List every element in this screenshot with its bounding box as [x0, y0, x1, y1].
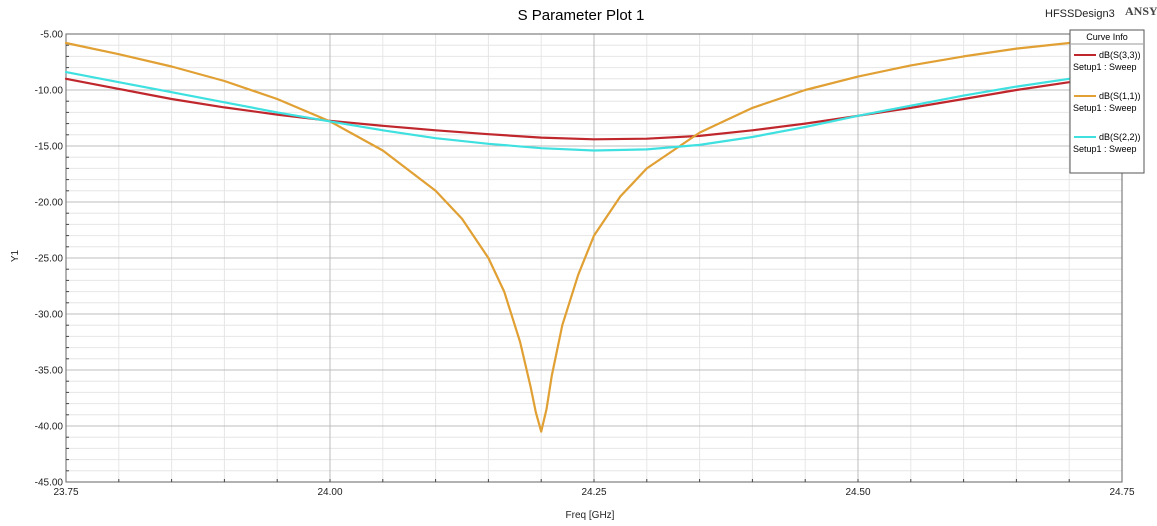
legend-box [1069, 29, 1145, 174]
legend-items: dB(S(3,3)) Setup1 : Sweep dB(S(1,1)) Setup1… [1073, 50, 1141, 154]
series-line-1 [64, 77, 1071, 141]
x-tick-label: 24.75 [1109, 487, 1134, 498]
x-tick-label: 24.50 [845, 487, 870, 498]
axis-ticks [66, 44, 1070, 482]
y-tick-label: -45.00 [35, 478, 64, 489]
legend[interactable]: Curve Info dB(S(3,3))Setup1 : SweepdB(S(… [1069, 29, 1145, 174]
y-tick-label: -10.00 [35, 86, 64, 97]
y-tick-label: -25.00 [35, 254, 64, 265]
y-tick-label: -5.00 [40, 30, 63, 41]
tick-labels: 23.75 24.00 24.25 24.50 24.75 -5.00 -10.00 -15.… [35, 30, 1135, 499]
series-layer [64, 41, 1071, 433]
x-tick-label: 24.00 [317, 487, 342, 498]
y-tick-label: -40.00 [35, 422, 64, 433]
legend-series-setup: Setup1 : Sweep [1073, 62, 1137, 72]
y-tick-label: -15.00 [35, 142, 64, 153]
y-tick-label: -30.00 [35, 310, 64, 321]
series-line-2 [64, 41, 1071, 433]
y-tick-label: -35.00 [35, 366, 64, 377]
legend-title: Curve Info [1086, 32, 1128, 42]
legend-series-name: dB(S(3,3)) [1099, 50, 1141, 60]
y-axis-label: Y1 [10, 249, 21, 262]
legend-series-name: dB(S(2,2)) [1099, 132, 1141, 142]
x-tick-label: 24.25 [581, 487, 606, 498]
design-name: HFSSDesign3 [1045, 8, 1115, 20]
legend-series-name: dB(S(1,1)) [1099, 91, 1141, 101]
ansys-logo: ANSYS [1125, 4, 1157, 18]
x-axis-label: Freq [GHz] [566, 510, 615, 521]
legend-series-setup: Setup1 : Sweep [1073, 103, 1137, 113]
y-tick-label: -20.00 [35, 198, 64, 209]
x-tick-label: 23.75 [53, 487, 78, 498]
series-line-3 [64, 70, 1071, 152]
chart-title: S Parameter Plot 1 [518, 7, 645, 24]
legend-series-setup: Setup1 : Sweep [1073, 144, 1137, 154]
